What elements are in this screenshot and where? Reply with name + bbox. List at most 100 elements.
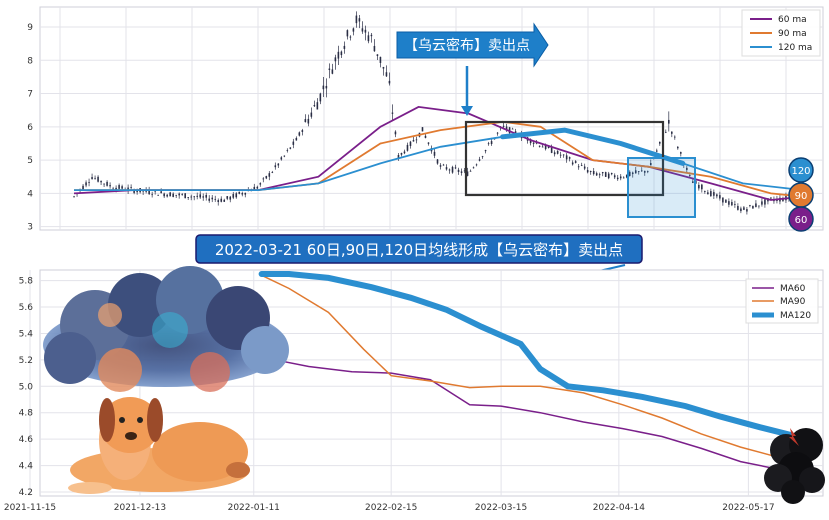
candle-body: [619, 176, 622, 179]
candle-body: [412, 140, 415, 142]
candle-body: [782, 199, 784, 201]
candle-body: [184, 193, 186, 199]
candle-body: [758, 205, 760, 207]
subtitle-text: 2022-03-21 60日,90日,120日均线形成【乌云密布】卖出点: [215, 241, 623, 259]
candle-body: [325, 85, 328, 89]
candle-body: [421, 127, 424, 132]
candle-body: [172, 193, 174, 197]
candle-body: [136, 191, 138, 193]
candle-body: [689, 175, 691, 176]
legend-label-ma120: MA120: [780, 311, 811, 321]
legend-label-60: 60 ma: [778, 15, 807, 25]
candle-body: [244, 192, 247, 195]
candle-body: [770, 197, 772, 199]
candle-body: [746, 209, 748, 212]
candle-body: [370, 34, 373, 37]
candle-body: [277, 163, 280, 166]
candle-body: [220, 198, 223, 202]
candle-body: [535, 142, 538, 144]
candle-body: [631, 172, 634, 175]
candle-body: [704, 191, 706, 192]
top-y-tick-label: 7: [27, 90, 33, 100]
top-y-tick-label: 9: [27, 23, 33, 33]
callout-label: 【乌云密布】卖出点: [404, 37, 530, 54]
candle-body: [646, 171, 649, 173]
bottom-x-ticks: 2021-11-15 2021-12-13 2022-01-11 2022-02-15…: [4, 503, 775, 513]
candle-body: [502, 125, 505, 127]
dark-thundercloud-icon: [764, 428, 825, 504]
storm-cloud-icon: [43, 266, 289, 392]
candle-body: [562, 154, 565, 156]
candle-body: [740, 208, 742, 212]
candle-body: [628, 171, 631, 176]
candle-body: [274, 165, 277, 168]
candle-body: [454, 167, 457, 169]
candle-body: [376, 54, 379, 57]
candle-body: [340, 51, 343, 56]
candle-body: [764, 199, 766, 205]
top-panel: 3 4 5 6 7 8 9 【乌云密布】卖出点 60 ma 90 ma 120 ma 120: [27, 6, 824, 233]
candle-body: [734, 204, 736, 205]
candle-body: [328, 68, 331, 70]
legend-label-90: 90 ma: [778, 29, 807, 39]
candle-body: [262, 178, 265, 180]
candle-body: [589, 171, 592, 173]
candle-body: [616, 177, 619, 180]
candle-body: [668, 119, 670, 124]
bottom-x-tick-label: 2021-12-13: [114, 503, 166, 513]
top-y-tick-label: 4: [27, 189, 33, 199]
candle-body: [127, 187, 129, 191]
candle-body: [169, 192, 171, 197]
bottom-ma-lines: [258, 271, 805, 479]
candle-body: [505, 126, 508, 130]
candle-body: [205, 194, 208, 198]
top-y-ticks: 3 4 5 6 7 8 9: [27, 23, 33, 233]
candle-body: [268, 173, 271, 177]
candle-body: [382, 67, 385, 69]
candle-body: [731, 202, 733, 206]
candle-body: [725, 199, 727, 203]
candle-body: [178, 193, 180, 196]
bottom-y-tick-label: 4.6: [19, 435, 34, 445]
candle-body: [674, 136, 676, 138]
candle-body: [463, 170, 466, 172]
candle-body: [595, 173, 598, 176]
candle-body: [755, 203, 757, 207]
candle-body: [295, 137, 298, 141]
badge-ma120: 120: [788, 157, 814, 183]
candle-body: [583, 166, 586, 169]
candle-body: [391, 112, 394, 114]
candle-body: [367, 35, 370, 42]
candle-body: [103, 183, 105, 185]
bottom-y-tick-label: 5.6: [19, 303, 34, 313]
callout-pointer-head: [461, 106, 473, 116]
candle-body: [719, 195, 721, 199]
candle-body: [265, 176, 268, 179]
candle-body: [271, 172, 274, 173]
candle-body: [664, 131, 667, 133]
bottom-y-tick-label: 4.4: [19, 462, 34, 472]
badge-ma90-label: 90: [795, 191, 808, 202]
candle-body: [157, 194, 159, 196]
candle-body: [469, 170, 472, 172]
candle-body: [160, 191, 162, 194]
candle-body: [100, 180, 102, 183]
candle-body: [298, 132, 301, 136]
candle-body: [256, 186, 259, 189]
candle-body: [547, 146, 550, 149]
candle-body: [403, 151, 406, 154]
bottom-y-tick-label: 4.2: [19, 488, 33, 498]
candle-body: [109, 185, 111, 187]
bottom-y-tick-label: 5.0: [19, 382, 34, 392]
candle-body: [226, 196, 229, 199]
candle-body: [640, 170, 643, 172]
candle-body: [496, 132, 499, 134]
bottom-series-line-1: [260, 274, 805, 467]
candle-body: [82, 185, 84, 190]
bottom-x-tick-label: 2022-03-15: [475, 503, 527, 513]
candle-body: [280, 157, 283, 160]
candle-body: [181, 194, 183, 195]
candle-body: [613, 175, 616, 178]
candle-body: [707, 192, 709, 195]
